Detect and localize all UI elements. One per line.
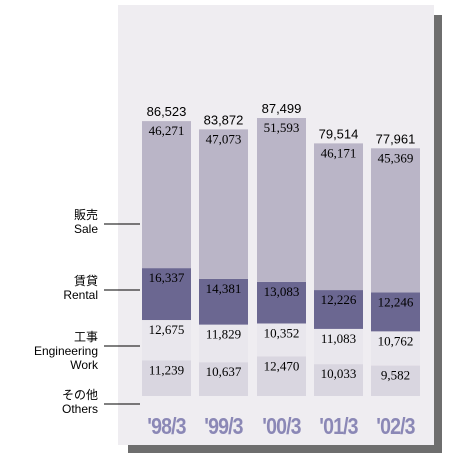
- bar-segment: [142, 121, 191, 269]
- bar-segment: [257, 281, 306, 324]
- bar-segment: [199, 278, 248, 325]
- value-label: 11,083: [321, 331, 356, 346]
- bar-segment: [142, 320, 191, 361]
- value-label: 10,352: [264, 325, 300, 340]
- legend-text: Others: [61, 402, 98, 416]
- value-label: 10,762: [378, 333, 414, 348]
- bar-segment: [257, 323, 306, 357]
- legend-label: その他 Others: [4, 388, 98, 416]
- total-label: 83,872: [204, 112, 244, 127]
- bar-segment: [371, 365, 420, 396]
- bar-segment: [199, 324, 248, 363]
- value-label: 11,829: [206, 327, 241, 342]
- bar-segment: [142, 268, 191, 321]
- legend-label: 販売 Sale: [4, 208, 98, 236]
- total-label: 77,961: [376, 131, 416, 146]
- x-tick-label: '99/3: [204, 414, 243, 440]
- legend-text: その他: [61, 388, 98, 402]
- value-label: 51,593: [264, 120, 300, 135]
- value-label: 13,083: [264, 284, 300, 299]
- legend-label: 工事 Engineering Work: [4, 330, 98, 372]
- total-label: 86,523: [147, 104, 187, 119]
- value-label: 12,675: [149, 322, 185, 337]
- value-label: 11,239: [149, 362, 184, 377]
- bar-segment: [371, 331, 420, 366]
- legend-label: 賃貸 Rental: [4, 274, 98, 302]
- value-label: 9,582: [381, 368, 410, 383]
- legend-text: Rental: [63, 288, 98, 302]
- bar-segment: [314, 328, 363, 365]
- value-label: 47,073: [206, 131, 242, 146]
- value-label: 46,271: [149, 123, 185, 138]
- bar-segment: [142, 360, 191, 396]
- value-label: 14,381: [206, 281, 242, 296]
- bar-segment: [371, 292, 420, 332]
- legend-text: Sale: [73, 222, 98, 236]
- value-label: 16,337: [149, 270, 185, 285]
- legend-text: 工事: [73, 330, 98, 344]
- bar-segment: [371, 148, 420, 293]
- bar-segment: [199, 362, 248, 396]
- bar-segment: [314, 364, 363, 396]
- total-label: 79,514: [319, 126, 359, 141]
- legend-text: Engineering Work: [33, 344, 98, 372]
- value-label: 10,637: [206, 364, 242, 379]
- bar-segment: [314, 290, 363, 329]
- x-tick-label: '01/3: [319, 414, 358, 440]
- bar-segment: [257, 118, 306, 282]
- bar-segment: [199, 129, 248, 279]
- legend-text: 賃貸: [73, 274, 98, 288]
- value-label: 12,470: [264, 358, 300, 373]
- value-label: 45,369: [378, 150, 414, 165]
- value-label: 12,226: [321, 292, 357, 307]
- bar-segment: [314, 143, 363, 291]
- value-label: 46,171: [321, 145, 357, 160]
- total-label: 87,499: [262, 101, 302, 116]
- x-tick-label: '02/3: [376, 414, 415, 440]
- legend-text: 販売: [73, 208, 98, 222]
- x-tick-label: '00/3: [262, 414, 301, 440]
- value-label: 10,033: [321, 366, 357, 381]
- x-tick-label: '98/3: [147, 414, 186, 440]
- value-label: 12,246: [378, 294, 414, 309]
- bar-segment: [257, 356, 306, 396]
